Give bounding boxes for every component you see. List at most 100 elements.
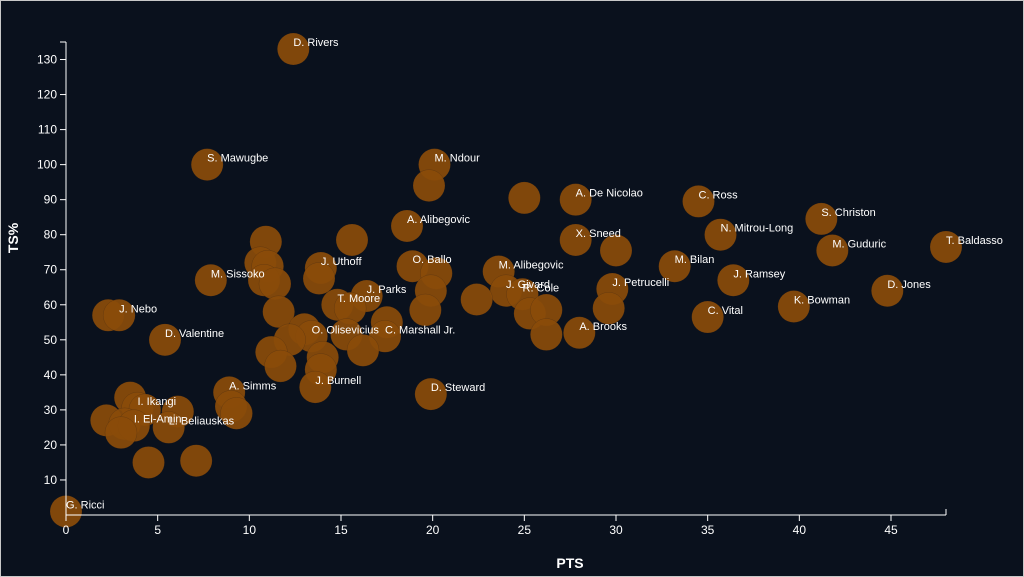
x-tick-label: 35 — [701, 523, 715, 537]
x-tick-label: 10 — [243, 523, 257, 537]
data-point[interactable] — [704, 218, 737, 251]
point-label: J. Parks — [367, 284, 407, 296]
data-point[interactable] — [871, 274, 904, 308]
labels-layer: D. Rivers S. Mawugbe M. Ndour A. De Nicolao… — [66, 37, 1003, 511]
point-label: M. Sissoko — [211, 268, 265, 280]
data-point[interactable] — [559, 223, 592, 257]
x-tick-label: 30 — [609, 523, 623, 537]
point-label: C. Ross — [699, 189, 739, 201]
data-point[interactable] — [179, 444, 213, 477]
y-tick-label: 10 — [44, 473, 58, 487]
point-label: G. Ricci — [66, 499, 105, 511]
data-point[interactable] — [805, 202, 838, 236]
point-label: M. Alibegovic — [499, 259, 564, 271]
point-label: O. Olisevicius — [312, 324, 380, 336]
y-tick-label: 40 — [44, 368, 58, 382]
data-point[interactable] — [658, 249, 691, 283]
x-axis-title: PTS — [556, 555, 583, 571]
y-tick-label: 20 — [44, 438, 58, 452]
data-point[interactable] — [277, 32, 310, 66]
data-point[interactable] — [563, 316, 596, 350]
point-label: X. Sneed — [576, 228, 621, 240]
x-tick-label: 0 — [63, 523, 70, 537]
y-tick-label: 30 — [44, 403, 58, 417]
point-label: K. Bowman — [794, 295, 850, 307]
data-point[interactable] — [816, 234, 849, 267]
x-tick-label: 15 — [334, 523, 348, 537]
point-label: J. Burnell — [315, 375, 361, 387]
point-label: S. Christon — [821, 207, 875, 219]
point-label: S. Mawugbe — [207, 153, 268, 165]
data-point[interactable] — [104, 416, 138, 449]
y-tick-label: 100 — [37, 158, 57, 172]
data-point[interactable] — [460, 283, 493, 316]
data-point[interactable] — [599, 234, 633, 267]
point-label: J. Nebo — [119, 303, 157, 315]
y-tick-label: 50 — [44, 333, 58, 347]
data-point[interactable] — [682, 185, 715, 218]
y-tick-label: 60 — [44, 298, 58, 312]
point-label: M. Ndour — [435, 153, 481, 165]
data-point[interactable] — [302, 262, 336, 295]
data-point[interactable] — [299, 370, 332, 404]
x-tick-label: 40 — [793, 523, 807, 537]
data-point[interactable] — [390, 209, 424, 243]
x-axis: 0 5 10 15 20 25 30 35 40 45 — [63, 509, 947, 537]
data-point[interactable] — [929, 230, 963, 264]
point-label: O. Ballo — [413, 254, 452, 266]
data-point[interactable] — [414, 377, 448, 411]
data-point[interactable] — [559, 183, 592, 216]
point-label: M. Guduric — [832, 238, 886, 250]
point-label: D. Jones — [887, 279, 931, 291]
point-label: D. Steward — [431, 382, 485, 394]
data-point[interactable] — [346, 334, 380, 367]
point-label: I. Ikangi — [138, 396, 177, 408]
x-tick-label: 5 — [154, 523, 161, 537]
y-tick-label: 110 — [38, 123, 57, 137]
y-axis-title: TS% — [5, 222, 21, 253]
data-point[interactable] — [148, 323, 182, 357]
point-label: R. Cole — [523, 282, 560, 294]
point-label: J. Ramsey — [733, 268, 785, 280]
point-label: M. Bilan — [675, 254, 715, 266]
data-point[interactable] — [102, 299, 136, 332]
data-point[interactable] — [262, 295, 295, 329]
data-point[interactable] — [220, 397, 253, 430]
point-label: T. Moore — [337, 293, 380, 305]
point-label: A. Brooks — [579, 321, 627, 333]
data-point[interactable] — [592, 292, 625, 325]
point-label: J. Uthoff — [321, 256, 363, 268]
data-point[interactable] — [412, 169, 446, 202]
x-tick-label: 45 — [884, 523, 898, 537]
point-label: C. Marshall Jr. — [385, 324, 455, 336]
point-label: D. Valentine — [165, 328, 224, 340]
point-label: D. Rivers — [293, 37, 339, 49]
data-point[interactable] — [409, 293, 442, 327]
points-layer — [49, 32, 963, 528]
data-point[interactable] — [508, 181, 541, 215]
data-point[interactable] — [152, 411, 185, 444]
point-label: J. Givard — [506, 279, 550, 291]
y-tick-label: 120 — [37, 88, 57, 102]
plot-area: D. Rivers S. Mawugbe M. Ndour A. De Nicolao… — [49, 32, 1003, 528]
point-label: A. Simms — [229, 380, 277, 392]
data-point[interactable] — [264, 349, 297, 383]
data-point[interactable] — [777, 290, 811, 323]
data-point[interactable] — [691, 300, 724, 334]
data-point[interactable] — [194, 264, 228, 297]
data-point[interactable] — [190, 148, 224, 181]
point-label: C. Vital — [708, 305, 743, 317]
point-label: I. El-Amin — [134, 414, 182, 426]
data-point[interactable] — [530, 318, 563, 351]
point-label: A. De Nicolao — [576, 188, 643, 200]
data-point[interactable] — [335, 223, 369, 257]
point-label: A. Alibegovic — [407, 214, 470, 226]
point-label: J. Petrucelli — [612, 277, 669, 289]
y-tick-label: 70 — [44, 263, 58, 277]
x-tick-label: 25 — [518, 523, 532, 537]
data-point[interactable] — [717, 264, 750, 297]
y-axis: 10 20 30 40 50 60 70 80 90 100 110 120 130 — [37, 41, 67, 515]
data-point[interactable] — [132, 446, 165, 479]
y-tick-label: 80 — [44, 228, 58, 242]
